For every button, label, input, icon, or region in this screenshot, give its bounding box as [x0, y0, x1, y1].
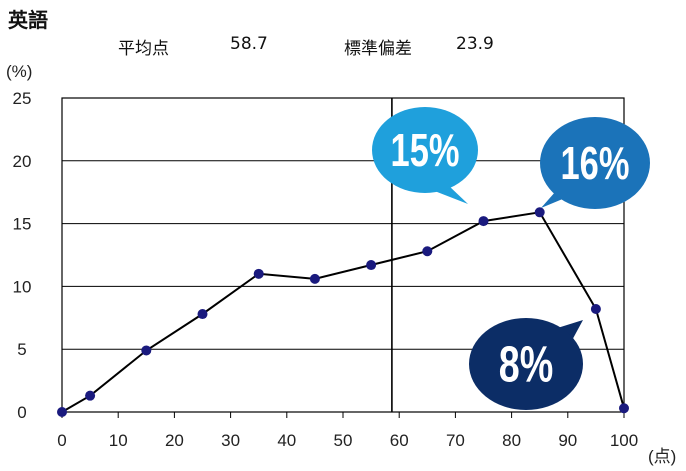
- y-tick-label-25: 25: [13, 89, 32, 108]
- x-tick-label-60: 60: [390, 431, 409, 450]
- data-point-2: [141, 345, 152, 356]
- x-tick-label-100: 100: [610, 431, 638, 450]
- data-point-3: [197, 309, 208, 320]
- x-tick-label-50: 50: [334, 431, 353, 450]
- sd-label: 標準偏差: [344, 39, 412, 59]
- x-tick-label-70: 70: [446, 431, 465, 450]
- y-tick-label-20: 20: [13, 152, 32, 171]
- data-point-8: [478, 216, 489, 227]
- callout-label-0: 15%: [391, 124, 460, 176]
- callout-tail-2: [551, 320, 583, 344]
- y-tick-label-10: 10: [13, 277, 32, 296]
- data-point-11: [619, 403, 629, 414]
- y-axis-label: (%): [6, 62, 32, 81]
- x-axis-label: (点): [648, 447, 676, 466]
- y-tick-label-0: 0: [17, 403, 26, 422]
- callout-label-2: 8%: [499, 337, 554, 393]
- chart-title: 英語: [8, 8, 48, 32]
- data-point-1: [85, 390, 96, 401]
- data-point-6: [366, 260, 377, 271]
- data-point-7: [422, 246, 433, 257]
- series-line: [61, 211, 625, 413]
- mean-label: 平均点: [118, 39, 169, 59]
- x-tick-label-80: 80: [502, 431, 521, 450]
- x-tick-label-20: 20: [165, 431, 184, 450]
- x-tick-label-30: 30: [221, 431, 240, 450]
- callout-bubble-2: [469, 318, 583, 410]
- x-tick-label-90: 90: [558, 431, 577, 450]
- data-point-4: [253, 268, 264, 279]
- data-point-9: [534, 207, 545, 218]
- y-tick-label-5: 5: [17, 340, 26, 359]
- sd-value: 23.9: [456, 34, 494, 54]
- x-tick-label-10: 10: [109, 431, 128, 450]
- data-point-0: [57, 407, 67, 417]
- mean-value: 58.7: [230, 34, 268, 54]
- y-tick-label-15: 15: [13, 215, 32, 234]
- data-point-10: [590, 304, 601, 315]
- x-tick-label-0: 0: [57, 431, 66, 450]
- callout-bubble-0: [372, 107, 478, 193]
- data-point-5: [309, 273, 320, 284]
- callout-bubble-1: [540, 117, 650, 209]
- callout-label-1: 16%: [561, 137, 630, 189]
- x-tick-label-40: 40: [277, 431, 296, 450]
